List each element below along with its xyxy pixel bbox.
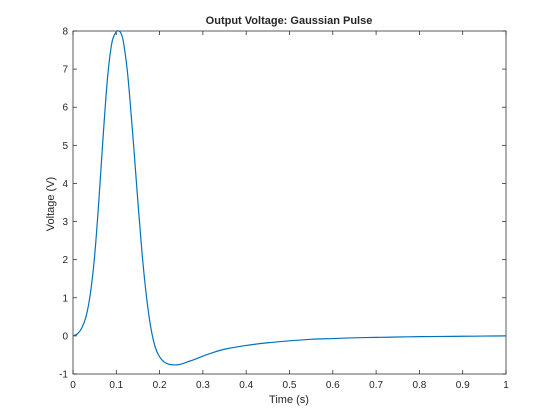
series-line (72, 30, 507, 366)
y-axis-label: Voltage (V) (45, 177, 57, 231)
x-tick-labels: 0 0.1 0.2 0.3 0.4 0.5 0.6 0.7 0.8 0.9 1 (70, 380, 509, 391)
y-tick-label: 6 (62, 103, 68, 114)
y-tick-label: 7 (62, 65, 68, 76)
y-tick-label: 2 (62, 255, 68, 266)
y-tick-label: 5 (62, 141, 68, 152)
y-tick-labels: -1 0 1 2 3 4 5 6 7 8 (59, 27, 68, 381)
plot-area: 0 0.1 0.2 0.3 0.4 0.5 0.6 0.7 0.8 0.9 1 -101234567… (59, 27, 509, 392)
axes-box (72, 30, 507, 375)
chart-title: Output Voltage: Gaussian Pulse (206, 15, 373, 27)
y-tick-label: 8 (62, 27, 68, 38)
x-tick-label: 0.6 (326, 380, 340, 391)
y-tick-label: -1 (59, 370, 68, 381)
x-tick-label: 0.7 (369, 380, 383, 391)
ticks (72, 30, 507, 375)
y-tick-label: 0 (62, 331, 68, 342)
x-tick-label: 0.2 (153, 380, 167, 391)
y-tick-label: 1 (62, 293, 68, 304)
x-tick-label: 0.3 (196, 380, 210, 391)
x-tick-label: 0.5 (283, 380, 297, 391)
x-axis-label: Time (s) (269, 394, 309, 406)
y-tick-label: 4 (62, 179, 68, 190)
x-tick-label: 0.9 (456, 380, 470, 391)
x-tick-label: 0.1 (109, 380, 123, 391)
x-tick-label: 0 (70, 380, 76, 391)
x-tick-label: 0.8 (412, 380, 426, 391)
x-tick-label: 0.4 (239, 380, 253, 391)
x-tick-label: 1 (503, 380, 509, 391)
y-tick-label: 3 (62, 217, 68, 228)
